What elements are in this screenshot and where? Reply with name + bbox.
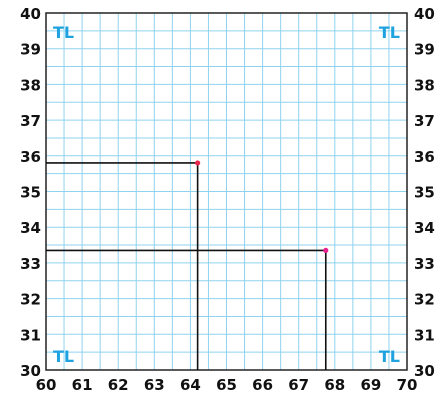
- x-tick-label: 60: [36, 376, 57, 394]
- y-tick-label-right: 38: [414, 76, 435, 94]
- y-tick-label-right: 37: [414, 112, 435, 130]
- corner-label: TL: [379, 347, 400, 366]
- y-tick-label-right: 36: [414, 148, 435, 166]
- y-tick-label-right: 32: [414, 291, 435, 309]
- y-tick-label-left: 39: [20, 41, 41, 59]
- x-tick-label: 68: [324, 376, 345, 394]
- y-tick-label-left: 31: [20, 326, 41, 344]
- corner-label: TL: [379, 23, 400, 42]
- x-tick-label: 64: [180, 376, 201, 394]
- y-tick-label-left: 34: [20, 219, 41, 237]
- corner-label: TL: [53, 23, 74, 42]
- data-point: [323, 247, 329, 254]
- y-tick-label-right: 33: [414, 255, 435, 273]
- y-tick-label-right: 31: [414, 326, 435, 344]
- data-points: [195, 160, 329, 254]
- y-tick-label-right: 40: [414, 5, 435, 23]
- y-tick-label-left: 33: [20, 255, 41, 273]
- y-tick-label-right: 30: [414, 362, 435, 380]
- data-point: [195, 160, 201, 166]
- grid-layer: [46, 13, 407, 370]
- x-tick-label: 62: [108, 376, 129, 394]
- x-tick-label: 67: [288, 376, 309, 394]
- y-tick-label-right: 34: [414, 219, 435, 237]
- y-tick-label-left: 35: [20, 184, 41, 202]
- y-tick-label-left: 30: [20, 362, 41, 380]
- y-tick-label-right: 39: [414, 41, 435, 59]
- y-tick-label-right: 35: [414, 184, 435, 202]
- corner-labels: TL TL TL TL: [53, 23, 400, 366]
- guide-lines: [46, 162, 327, 370]
- corner-label: TL: [53, 347, 74, 366]
- x-tick-label: 65: [216, 376, 237, 394]
- x-tick-label: 63: [144, 376, 165, 394]
- y-tick-label-left: 36: [20, 148, 41, 166]
- y-tick-label-left: 38: [20, 76, 41, 94]
- y-tick-label-left: 32: [20, 291, 41, 309]
- x-tick-label: 69: [360, 376, 381, 394]
- y-tick-label-left: 40: [20, 5, 41, 23]
- plot-frame: [45, 12, 408, 371]
- x-tick-label: 66: [252, 376, 273, 394]
- y-tick-label-left: 37: [20, 112, 41, 130]
- x-tick-label: 61: [72, 376, 93, 394]
- x-tick-label: 70: [397, 376, 418, 394]
